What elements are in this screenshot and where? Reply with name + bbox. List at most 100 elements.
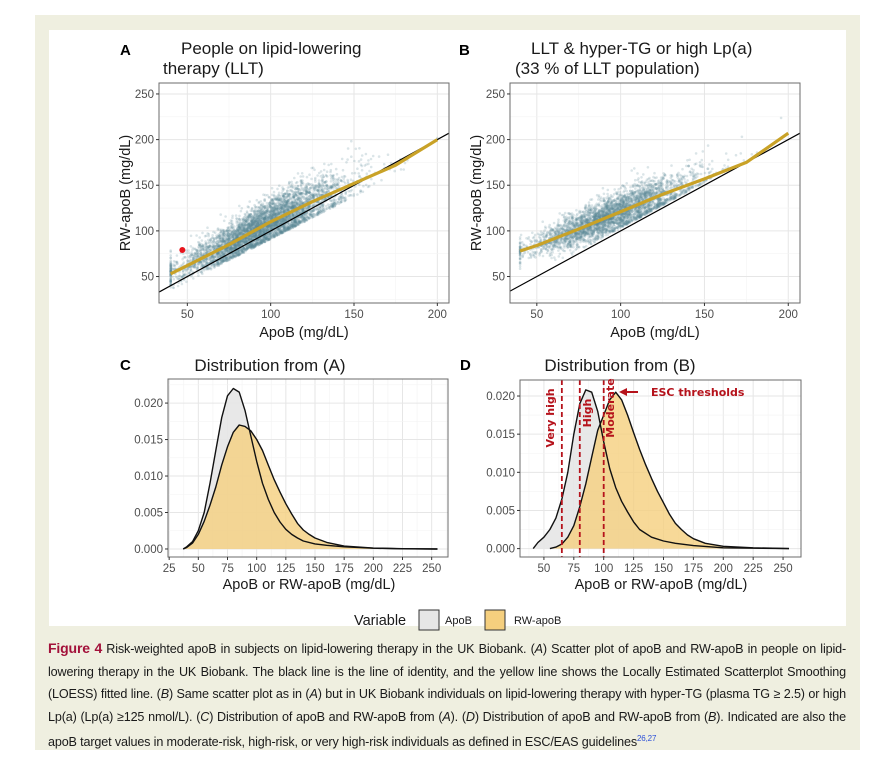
scatter-point	[236, 254, 239, 257]
scatter-point	[308, 216, 311, 219]
scatter-point	[333, 183, 336, 186]
scatter-point	[340, 180, 344, 183]
scatter-point	[288, 204, 292, 208]
scatter-point	[233, 244, 237, 247]
scatter-point	[329, 180, 333, 183]
scatter-point	[294, 212, 298, 216]
scatter-point	[296, 187, 300, 191]
scatter-point	[307, 205, 311, 208]
scatter-point	[266, 218, 269, 222]
scatter-point	[282, 210, 286, 213]
scatter-point	[303, 186, 306, 190]
scatter-point	[332, 200, 336, 204]
scatter-point	[305, 192, 309, 196]
scatter-point	[247, 229, 250, 233]
scatter-point	[243, 229, 247, 232]
scatter-point	[169, 277, 172, 281]
scatter-point	[263, 230, 267, 234]
scatter-point	[243, 241, 246, 244]
scatter-point	[245, 217, 249, 220]
scatter-point	[305, 175, 309, 179]
scatter-point	[308, 190, 312, 194]
scatter-point	[247, 226, 250, 230]
scatter-point	[281, 203, 285, 206]
scatter-point	[270, 217, 273, 220]
scatter-point	[235, 243, 238, 246]
scatter-point	[263, 219, 266, 223]
scatter-point	[266, 211, 270, 214]
scatter-point	[222, 219, 226, 223]
scatter-point	[226, 235, 230, 238]
scatter-point	[235, 234, 239, 238]
scatter-point	[228, 234, 232, 237]
scatter-point	[215, 253, 219, 256]
scatter-point	[276, 220, 280, 223]
scatter-point	[245, 236, 249, 239]
scatter-point	[268, 234, 271, 237]
scatter-point	[288, 213, 292, 217]
scatter-point	[191, 253, 195, 256]
scatter-point	[282, 200, 285, 204]
scatter-point	[271, 214, 274, 217]
scatter-point	[361, 190, 365, 194]
scatter-point	[294, 190, 297, 194]
scatter-point	[220, 251, 224, 254]
scatter-point	[255, 198, 259, 202]
scatter-point	[210, 260, 213, 263]
scatter-point	[258, 219, 261, 223]
scatter-point	[369, 157, 373, 161]
scatter-point	[254, 223, 258, 226]
scatter-point	[215, 241, 218, 244]
scatter-point	[324, 204, 328, 208]
scatter-point	[219, 254, 222, 257]
scatter-point	[227, 254, 231, 257]
scatter-point	[305, 198, 308, 202]
scatter-point	[289, 202, 293, 206]
scatter-point	[264, 193, 267, 197]
scatter-point	[272, 233, 276, 237]
scatter-point	[206, 238, 210, 242]
scatter-point	[262, 236, 265, 239]
scatter-point	[196, 253, 200, 257]
scatter-point	[212, 237, 216, 241]
scatter-point	[189, 259, 192, 262]
scatter-point	[323, 162, 326, 166]
scatter-point	[191, 246, 195, 250]
scatter-point	[294, 200, 298, 204]
scatter-point	[352, 193, 356, 196]
scatter-point	[310, 177, 313, 181]
scatter-point	[241, 250, 245, 254]
scatter-point	[178, 274, 181, 277]
scatter-point	[273, 222, 277, 226]
scatter-point	[299, 179, 303, 182]
scatter-point	[280, 206, 284, 210]
scatter-point	[268, 224, 271, 227]
scatter-point	[208, 259, 212, 262]
scatter-point	[228, 247, 232, 250]
scatter-point	[204, 260, 208, 264]
scatter-point	[261, 228, 265, 232]
scatter-point	[291, 213, 295, 217]
scatter-point	[330, 185, 333, 188]
scatter-point	[310, 213, 313, 217]
scatter-point	[239, 228, 243, 231]
scatter-point	[242, 225, 246, 228]
scatter-point	[311, 195, 314, 198]
scatter-point	[293, 198, 297, 202]
scatter-point	[225, 259, 229, 263]
scatter-point	[349, 194, 353, 197]
scatter-point	[358, 175, 361, 179]
scatter-point	[314, 184, 317, 187]
scatter-point	[367, 162, 370, 166]
scatter-point	[213, 255, 216, 259]
scatter-point	[340, 200, 344, 204]
scatter-point	[251, 220, 254, 223]
scatter-point	[266, 228, 269, 232]
scatter-point	[222, 252, 226, 256]
scatter-point	[184, 256, 187, 259]
scatter-point	[235, 234, 238, 237]
scatter-point	[262, 230, 266, 233]
scatter-point	[230, 233, 233, 237]
scatter-point	[270, 209, 274, 212]
